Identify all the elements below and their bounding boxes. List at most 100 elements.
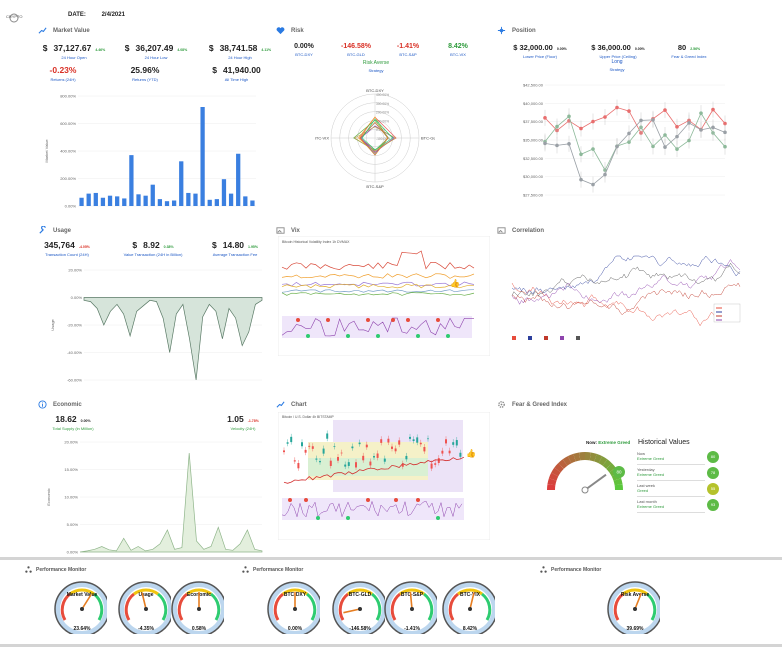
section-divider — [0, 644, 782, 647]
gauge-red-zone — [273, 592, 284, 621]
kpi-velocity: 1.05 -1.78% Velocity (24H) — [212, 414, 274, 431]
gauge-hub — [410, 607, 414, 611]
bar — [236, 153, 241, 206]
bar — [115, 196, 120, 206]
bar — [179, 161, 184, 206]
history-row: Last month Extreme Greed 93 — [637, 499, 723, 513]
kpi-label: 24 Hour High — [228, 55, 252, 60]
kpi-change: 0.00% — [556, 47, 567, 51]
data-point — [579, 126, 583, 131]
bar — [250, 200, 255, 206]
bar — [79, 197, 84, 206]
data-point — [615, 144, 619, 149]
candle-body — [337, 456, 339, 461]
history-period: Yesterday — [637, 467, 655, 472]
kpi-label: Velocity (24H) — [230, 426, 256, 431]
section-divider — [0, 557, 782, 560]
line-chart-icon — [38, 27, 47, 34]
correlation-series — [511, 282, 741, 327]
bar — [228, 193, 234, 206]
fear-greed-panel: Fear & Greed Index — [497, 400, 727, 409]
nodes-icon — [242, 566, 249, 573]
y-tick-label: $27,500.00 — [523, 193, 544, 198]
vix-panel: Vix — [276, 226, 496, 235]
candle-body — [459, 452, 462, 457]
kpi-value: 0.00% — [294, 43, 314, 50]
performance-gauge: BTC-DXY0.00% — [267, 581, 320, 634]
vix-series — [281, 283, 475, 289]
radar-axis-label: BTC-VIX — [315, 136, 329, 141]
kpi-label: BTC-VIX — [450, 52, 466, 57]
performance-gauge: Usage -4.35% — [118, 581, 171, 634]
kpi-value: -1.41% — [396, 43, 420, 50]
bar — [243, 196, 248, 206]
legend-swatch — [576, 336, 580, 340]
kpi-label: All Time High — [224, 77, 249, 82]
gauge-segment — [551, 467, 561, 477]
candle-body — [369, 461, 372, 466]
gauge-hub — [468, 607, 472, 611]
history-row: Last week Greed 55 — [637, 483, 723, 497]
data-point — [543, 141, 547, 146]
gauge-segment — [606, 463, 616, 473]
y-tick-label: 600.00% — [60, 121, 76, 126]
kpi-value: -146.58% — [341, 43, 371, 50]
correlation-series — [511, 282, 741, 316]
gauge-value: 39.69% — [627, 626, 645, 632]
data-point — [711, 125, 715, 130]
data-point — [591, 182, 595, 187]
bar — [100, 197, 106, 206]
gauge-green-zone — [481, 592, 492, 621]
risk-title: Risk — [276, 26, 496, 35]
gauge-segment — [567, 453, 576, 464]
gauge-red-zone — [613, 592, 624, 621]
data-point — [615, 105, 619, 110]
kpi-label: BTC-S&P — [399, 52, 417, 57]
gauge-segment — [573, 452, 581, 462]
candle-body — [445, 439, 447, 444]
legend-swatch — [512, 336, 516, 340]
kpi-value: 345,764 — [44, 240, 75, 250]
data-point — [723, 144, 727, 149]
kpi-btc-sp: -1.41% BTC-S&P — [390, 43, 426, 57]
candle-body — [430, 463, 433, 469]
oscillator-line — [281, 317, 475, 337]
bar — [136, 194, 141, 206]
candle-body — [315, 458, 318, 460]
app-logo: CRYPTO — [6, 11, 23, 23]
kpi-label: 24 Hour Open — [61, 55, 87, 60]
data-point — [723, 121, 727, 126]
data-point — [699, 111, 703, 115]
image-icon — [276, 227, 285, 234]
kpi-change: 0.00% — [80, 419, 91, 423]
data-point — [675, 147, 679, 151]
bar — [157, 199, 163, 206]
line-chart-icon — [276, 401, 285, 408]
performance-monitor-title-2: Performance Monitor — [242, 566, 303, 573]
risk-radar-chart: BTC-DXY BTC-GLD BTC-S&P BTC-VIX 400.00% 300.0… — [315, 88, 435, 189]
data-point — [675, 125, 679, 129]
image-icon — [497, 227, 506, 234]
gauge-label: Usage — [138, 592, 153, 598]
kpi-all-time-high: $41,940.00 All Time High — [204, 65, 269, 82]
thumbs-up-icon: 👍 — [466, 448, 476, 458]
bar — [207, 199, 212, 206]
history-separator — [637, 464, 705, 465]
gauge-red-zone — [60, 592, 71, 621]
economic-area — [79, 452, 263, 553]
performance-gauge: Economic0.58% — [171, 581, 224, 634]
zone-green — [308, 458, 428, 476]
kpi-currency: $ — [212, 65, 217, 75]
moving-average — [283, 456, 465, 484]
gauge-yellow-zone — [622, 588, 648, 596]
sell-signal — [406, 318, 410, 322]
legend-swatch — [528, 336, 532, 340]
market-value-bar-chart: 800.00% 600.00% 400.00% 200.00% 0.00% Market … — [44, 94, 256, 209]
radar-tick-label: 300.00% — [376, 102, 389, 106]
data-point — [555, 143, 559, 148]
correlation-line-chart — [508, 246, 744, 344]
candle-body — [401, 463, 404, 467]
y-axis-title: Usage — [50, 318, 55, 330]
candle-body — [423, 447, 426, 452]
radar-tick-label: -100.00% — [376, 137, 390, 141]
